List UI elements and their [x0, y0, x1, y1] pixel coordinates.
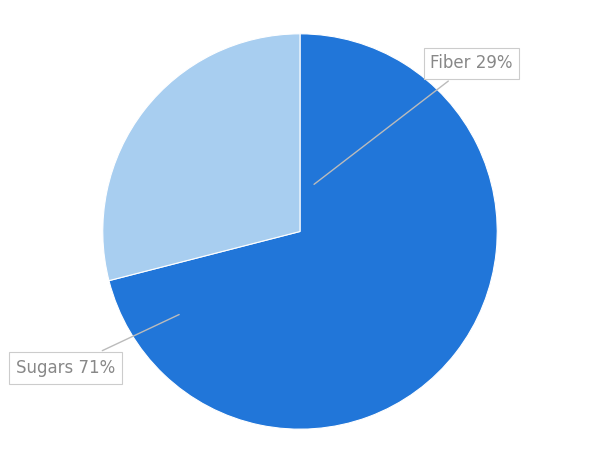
- Wedge shape: [103, 34, 300, 281]
- Wedge shape: [109, 34, 497, 429]
- Text: Fiber 29%: Fiber 29%: [314, 54, 512, 184]
- Text: Sugars 71%: Sugars 71%: [16, 314, 179, 377]
